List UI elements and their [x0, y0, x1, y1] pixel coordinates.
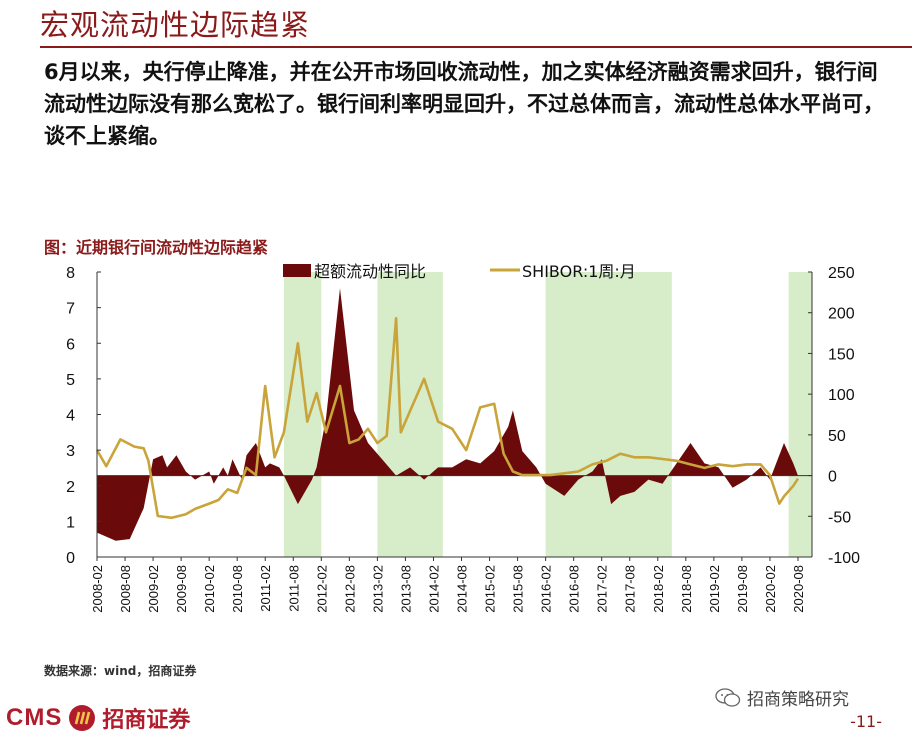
x-tick-label: 2016-02 [539, 565, 554, 613]
x-tick-label: 2020-08 [791, 565, 806, 613]
left-tick-label: 2 [66, 479, 75, 496]
x-tick-label: 2015-08 [511, 565, 526, 613]
x-tick-label: 2008-08 [118, 565, 133, 613]
right-tick-label: -50 [828, 509, 851, 526]
left-tick-label: 1 [66, 514, 75, 531]
data-source: 数据来源：wind，招商证券 [44, 664, 197, 678]
left-tick-label: 3 [66, 443, 75, 460]
x-tick-label: 2020-02 [763, 565, 778, 613]
excess-liquidity-area [97, 288, 798, 541]
title-rule [40, 46, 912, 48]
x-tick-label: 2017-02 [595, 565, 610, 613]
wechat-account: 招商策略研究 [715, 685, 849, 710]
page-number: -11- [850, 712, 882, 731]
left-tick-label: 7 [66, 301, 75, 318]
cms-brand: CMS [6, 704, 63, 731]
x-tick-label: 2009-02 [146, 565, 161, 613]
x-tick-label: 2014-08 [455, 565, 470, 613]
cms-logo-icon [69, 705, 96, 731]
left-tick-label: 5 [66, 372, 75, 389]
x-tick-label: 2009-08 [174, 565, 189, 613]
legend-excess-swatch [283, 264, 311, 277]
shaded-band-4 [788, 272, 812, 557]
company-name: 招商证券 [102, 707, 191, 733]
x-tick-label: 2019-08 [735, 565, 750, 613]
left-tick-label: 4 [66, 408, 75, 425]
legend-shibor-label: SHIBOR:1周:月 [522, 262, 636, 281]
x-tick-label: 2011-02 [258, 565, 273, 612]
left-tick-label: 8 [66, 265, 75, 282]
right-tick-label: 50 [828, 428, 846, 445]
right-tick-label: 150 [828, 346, 855, 363]
right-tick-label: 0 [828, 469, 837, 486]
right-tick-label: -100 [828, 550, 860, 567]
right-tick-label: 250 [828, 265, 855, 282]
left-tick-label: 6 [66, 336, 75, 353]
x-tick-label: 2014-02 [426, 565, 441, 613]
legend-excess-label: 超额流动性同比 [314, 262, 426, 281]
x-tick-label: 2013-02 [370, 565, 385, 613]
right-tick-label: 200 [828, 306, 855, 323]
x-tick-label: 2018-02 [651, 565, 666, 613]
shibor-line [95, 316, 800, 520]
left-tick-label: 0 [66, 550, 75, 567]
shaded-band-1 [283, 272, 322, 557]
x-tick-label: 2012-08 [342, 565, 357, 613]
x-tick-label: 2017-08 [623, 565, 638, 613]
x-tick-label: 2011-08 [286, 565, 301, 612]
summary-paragraph: 6月以来，央行停止降准，并在公开市场回收流动性，加之实体经济融资需求回升，银行间… [44, 60, 884, 148]
right-tick-label: 100 [828, 387, 855, 404]
figure-caption: 图：近期银行间流动性边际趋紧 [44, 238, 269, 257]
page-title: 宏观流动性边际趋紧 [40, 8, 311, 42]
shaded-band-3 [545, 272, 672, 557]
x-tick-label: 2012-02 [314, 565, 329, 613]
x-tick-label: 2010-02 [202, 565, 217, 613]
x-tick-label: 2013-08 [398, 565, 413, 613]
x-tick-label: 2015-02 [483, 565, 498, 613]
x-tick-label: 2018-08 [679, 565, 694, 613]
company-logo: CMS 招商证券 [6, 702, 190, 734]
x-tick-label: 2016-08 [567, 565, 582, 613]
wechat-name: 招商策略研究 [747, 690, 849, 710]
x-tick-label: 2008-02 [90, 565, 105, 613]
x-tick-label: 2019-02 [707, 565, 722, 613]
wechat-icon [715, 687, 741, 707]
x-tick-label: 2010-08 [230, 565, 245, 613]
